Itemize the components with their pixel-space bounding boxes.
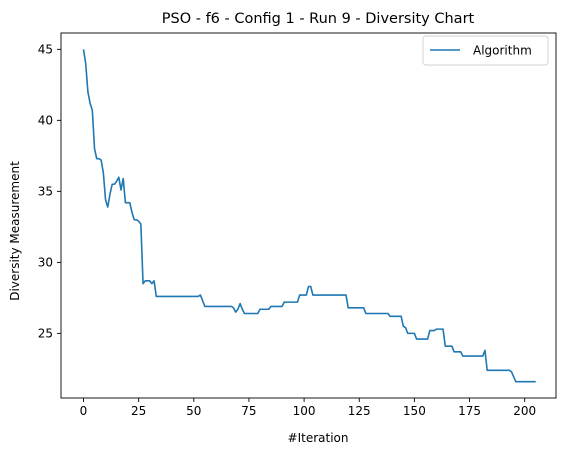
x-tick-label: 150 xyxy=(403,404,426,418)
x-tick-label: 125 xyxy=(348,404,371,418)
x-tick-label: 75 xyxy=(241,404,256,418)
y-tick-label: 25 xyxy=(38,327,53,341)
x-tick-label: 0 xyxy=(80,404,88,418)
x-tick-label: 100 xyxy=(293,404,316,418)
y-tick-label: 45 xyxy=(38,43,53,57)
y-tick-label: 30 xyxy=(38,256,53,270)
x-tick-label: 200 xyxy=(513,404,536,418)
y-tick-label: 35 xyxy=(38,185,53,199)
x-tick-label: 175 xyxy=(458,404,481,418)
y-axis-title: Diversity Measurement xyxy=(8,161,22,301)
x-axis-title: #Iteration xyxy=(288,431,349,445)
chart-title: PSO - f6 - Config 1 - Run 9 - Diversity … xyxy=(162,11,475,27)
x-tick-label: 25 xyxy=(131,404,146,418)
y-tick-label: 40 xyxy=(38,114,53,128)
x-tick-label: 50 xyxy=(186,404,201,418)
legend-label-algorithm: Algorithm xyxy=(473,44,532,58)
legend: Algorithm xyxy=(423,36,548,65)
